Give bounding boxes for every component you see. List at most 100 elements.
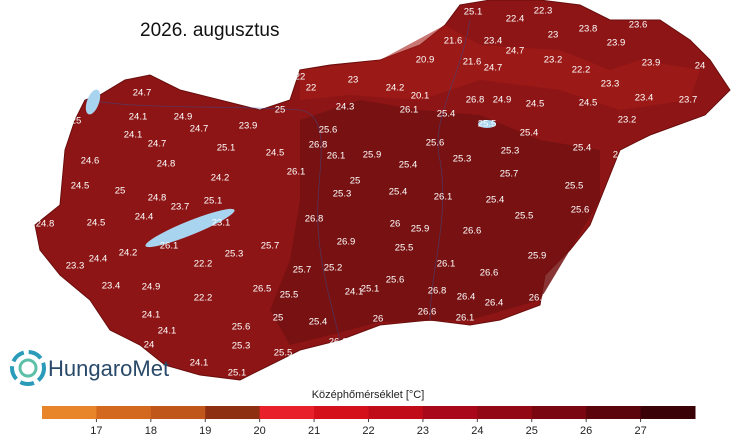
station-value: 25 [275,105,286,116]
station-value: 26.1 [160,241,179,252]
colorbar-segment [422,406,478,419]
station-value: 23.4 [102,281,121,292]
logo-text: HungaroMet [48,356,169,381]
station-value: 24.7 [190,124,209,135]
station-value: 25.5 [478,119,497,130]
colorbar-tick-label: 18 [145,425,157,437]
station-value: 25.7 [500,169,519,180]
station-value: 25.6 [571,205,590,216]
station-value: 24.1 [190,358,209,369]
station-value: 25.4 [437,109,456,120]
station-value: 24.5 [87,218,106,229]
station-value: 25.4 [309,317,328,328]
station-value: 25.9 [411,224,430,235]
colorbar-segment [640,406,696,419]
station-value: 25.4 [520,128,539,139]
station-value: 24.7 [133,88,152,99]
station-value: 23.4 [484,36,503,47]
station-value: 24.5 [526,99,545,110]
map-title: 2026. augusztus [140,20,279,41]
colorbar-tick-label: 19 [199,425,211,437]
lake-balaton [145,208,235,248]
station-value: 25.3 [232,341,251,352]
station-value: 26.6 [418,307,437,318]
station-value: 21.6 [463,57,482,68]
station-value: 25.7 [261,241,280,252]
colorbar-tick-label: 25 [526,425,538,437]
station-value: 24 [695,61,706,72]
colorbar-segment [42,406,97,419]
colorbar-tick-label: 23 [417,425,429,437]
station-value: 26.8 [309,140,328,151]
station-value: 24 [144,340,155,351]
station-value: 26.9 [337,237,356,248]
colorbar-tick-label: 21 [308,425,320,437]
station-value: 26.8 [466,95,485,106]
station-value: 25.9 [528,251,547,262]
station-value: 23.6 [629,20,648,31]
colorbar-tick-label: 27 [634,425,646,437]
station-value: 23.9 [642,58,661,69]
station-value: 23.7 [171,202,190,213]
station-value: 22.2 [194,293,213,304]
colorbar-label: Középhőmérséklet [°C] [312,389,425,401]
station-value: 26.4 [485,298,504,309]
station-value: 26.1 [456,313,475,324]
station-value: 20.1 [411,91,430,102]
station-value: 24.6 [81,156,100,167]
station-value: 23.3 [66,261,85,272]
station-value: 24.7 [148,139,167,150]
colorbar-segment [259,406,315,419]
station-value: 25.5 [280,290,299,301]
station-value: 24.1 [158,326,177,337]
station-value: 26.1 [287,167,306,178]
station-value: 26.6 [463,226,482,237]
station-value: 25.7 [293,265,312,276]
station-value: 24.9 [493,95,512,106]
station-value: 26.5 [253,284,272,295]
colorbar-segment [477,406,533,419]
station-value: 23.8 [579,24,598,35]
station-value: 23.7 [679,95,698,106]
station-value: 21.6 [444,36,463,47]
station-value: 25.3 [453,154,472,165]
station-values: 25.122.422.323.8 23.621.6 23.424.72323.920… [36,6,706,379]
colorbar-tick-label: 22 [362,425,374,437]
colorbar-segment [586,406,642,419]
station-value: 25.4 [389,187,408,198]
station-value: 22.2 [194,259,213,270]
station-value: 25.4 [486,195,505,206]
station-value: 24.5 [266,148,285,159]
station-value: 24.5 [579,98,598,109]
station-value: 23.9 [239,121,258,132]
station-value: 24.8 [36,219,55,230]
station-value: 26.6 [329,337,348,348]
station-value: 24.3 [336,102,355,113]
station-value: 25.6 [232,322,251,333]
station-value: 25.1 [361,284,380,295]
station-value: 24.1 [345,287,364,298]
station-value: 24.7 [484,63,503,74]
station-value: 24.7 [506,46,525,57]
station-value: 22.4 [506,14,525,25]
station-value: 24.8 [157,159,176,170]
station-value: 23 [548,30,559,41]
station-value: 22 [306,83,317,94]
station-value: 26.1 [434,192,453,203]
station-value: 26.4 [457,292,476,303]
lake-tisza [478,120,496,128]
station-value: 24.8 [148,193,167,204]
cool-region [300,25,700,110]
station-value: 26.6 [480,268,499,279]
station-value: 24.2 [386,83,405,94]
station-value: 23.2 [544,55,563,66]
station-value: 24.2 [211,173,230,184]
colorbar-segment [96,406,152,419]
warm-region [270,100,600,345]
station-value: 22.2 [572,65,591,76]
station-value: 22.3 [534,6,553,17]
station-value: 24.1 [124,130,143,141]
station-value: 23.9 [607,38,626,49]
station-value: 23.3 [601,79,620,90]
